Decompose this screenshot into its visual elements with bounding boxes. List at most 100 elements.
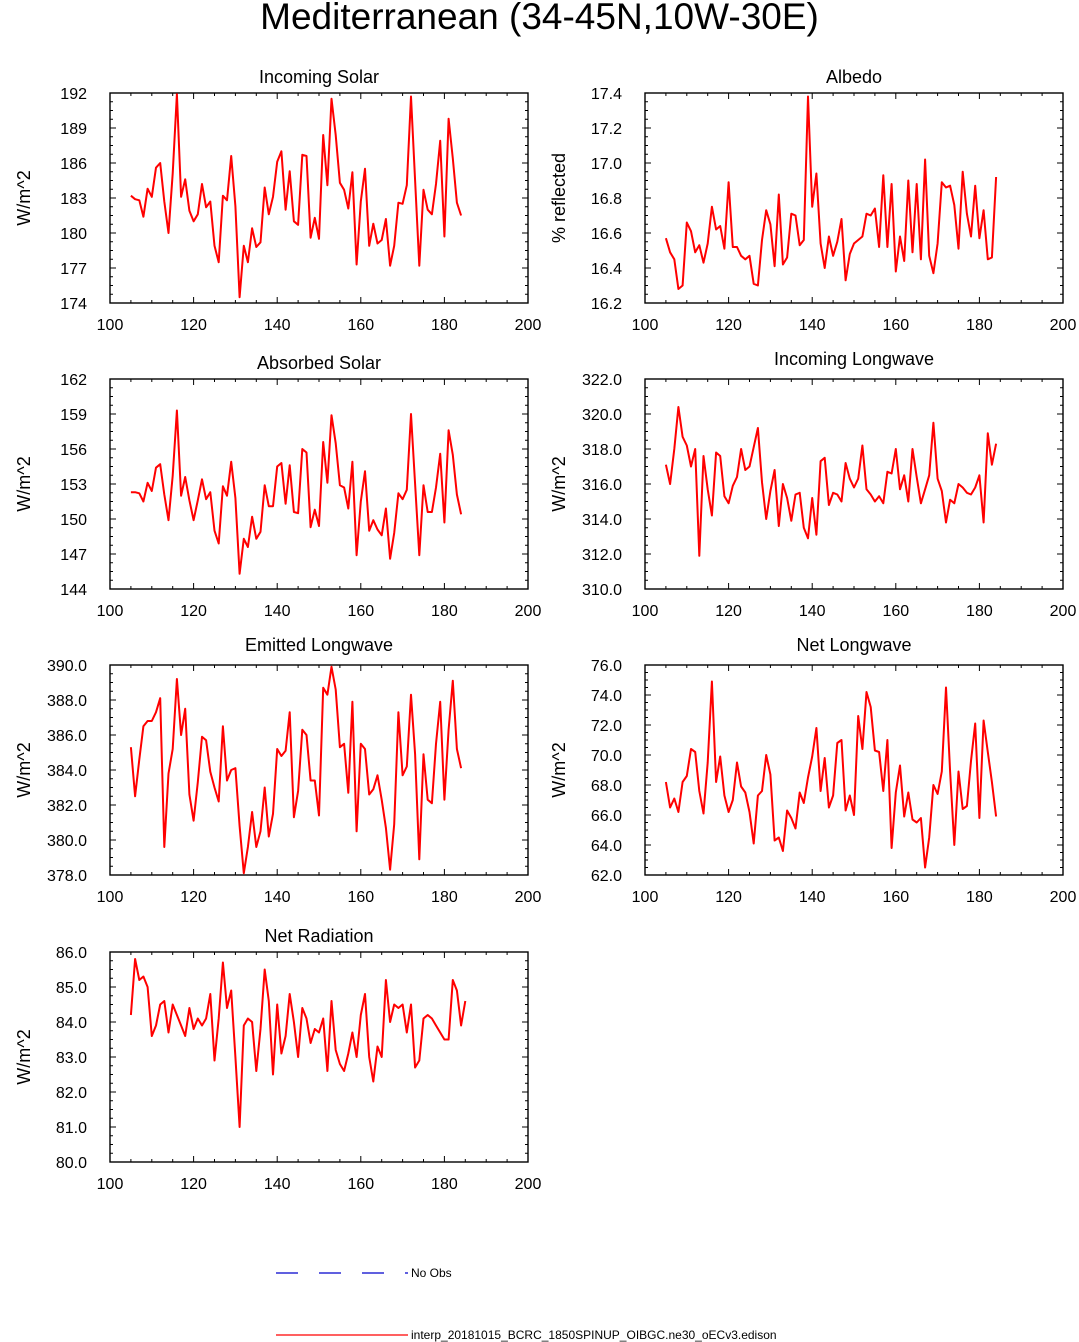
y-tick-label: 153: [60, 477, 87, 494]
x-tick-label: 120: [180, 317, 207, 334]
x-tick-label: 180: [431, 1176, 458, 1193]
y-tick-label: 390.0: [47, 658, 87, 675]
legend-obs-label: No Obs: [411, 1266, 452, 1280]
plot-frame: [644, 92, 1064, 304]
panel-5: 100 120 140 160 180 200 378.0 380.0 382.0 384.0 38…: [14, 635, 541, 906]
panel-2: 100 120 140 160 180 200 16.2 16.4 16.6 16.8 17.0 17…: [549, 67, 1076, 334]
y-axis-label: W/m^2: [14, 170, 34, 225]
y-tick-label: 322.0: [582, 372, 622, 389]
x-tick-label: 180: [431, 603, 458, 620]
y-tick-label: 16.4: [591, 261, 622, 278]
panel-title: Albedo: [826, 67, 882, 87]
plot-frame: [109, 951, 529, 1163]
plot-frame: [109, 92, 529, 304]
x-tick-label: 120: [715, 603, 742, 620]
y-tick-label: 17.2: [591, 121, 622, 138]
x-tick-label: 160: [347, 317, 374, 334]
x-tick-label: 200: [515, 889, 542, 906]
panel-title: Emitted Longwave: [245, 635, 393, 655]
y-tick-label: 384.0: [47, 763, 87, 780]
y-tick-label: 316.0: [582, 477, 622, 494]
y-tick-label: 174: [60, 296, 87, 313]
x-tick-label: 160: [347, 603, 374, 620]
y-tick-label: 380.0: [47, 833, 87, 850]
y-tick-label: 85.0: [56, 980, 87, 997]
y-tick-label: 310.0: [582, 582, 622, 599]
y-tick-label: 186: [60, 156, 87, 173]
y-tick-label: 80.0: [56, 1155, 87, 1172]
y-tick-label: 180: [60, 226, 87, 243]
x-tick-label: 120: [715, 317, 742, 334]
x-tick-label: 140: [264, 317, 291, 334]
x-tick-label: 100: [97, 889, 124, 906]
y-tick-label: 16.8: [591, 191, 622, 208]
y-axis-label: W/m^2: [14, 742, 34, 797]
y-tick-label: 320.0: [582, 407, 622, 424]
x-tick-label: 140: [799, 603, 826, 620]
y-tick-label: 378.0: [47, 868, 87, 885]
y-tick-label: 177: [60, 261, 87, 278]
series-line-1: [664, 95, 998, 290]
x-tick-label: 200: [1050, 603, 1077, 620]
series-line-1: [129, 665, 463, 875]
y-tick-label: 144: [60, 582, 87, 599]
x-tick-label: 200: [1050, 889, 1077, 906]
x-tick-label: 160: [347, 889, 374, 906]
panel-title: Absorbed Solar: [257, 353, 381, 373]
x-tick-label: 160: [882, 889, 909, 906]
x-tick-label: 140: [264, 603, 291, 620]
y-tick-label: 192: [60, 86, 87, 103]
y-tick-label: 318.0: [582, 442, 622, 459]
series-line-1: [664, 406, 998, 557]
x-tick-label: 200: [515, 603, 542, 620]
y-axis-label: % reflected: [549, 153, 569, 243]
plot-frame: [109, 664, 529, 876]
panel-7: 100 120 140 160 180 200 80.0 81.0 82.0 83.0 84.0 85…: [14, 926, 541, 1193]
x-tick-label: 180: [966, 889, 993, 906]
y-axis-label: W/m^2: [549, 742, 569, 797]
y-tick-label: 386.0: [47, 728, 87, 745]
y-tick-label: 64.0: [591, 838, 622, 855]
x-tick-label: 140: [264, 1176, 291, 1193]
panel-3: 100 120 140 160 180 200 144 147 150 153 156 159 162 A…: [14, 353, 541, 620]
series-line-1: [664, 680, 998, 869]
panel-1: 100 120 140 160 180 200 174 177 180 183 186 189 192 I…: [14, 67, 541, 334]
y-tick-label: 16.6: [591, 226, 622, 243]
panel-6: 100 120 140 160 180 200 62.0 64.0 66.0 68.0 70.0 72…: [549, 635, 1076, 906]
legend-model-label: interp_20181015_BCRC_1850SPINUP_OIBGC.ne…: [411, 1328, 777, 1342]
y-tick-label: 159: [60, 407, 87, 424]
y-tick-label: 388.0: [47, 693, 87, 710]
y-tick-label: 68.0: [591, 778, 622, 795]
x-tick-label: 120: [180, 889, 207, 906]
y-tick-label: 147: [60, 547, 87, 564]
x-tick-label: 140: [264, 889, 291, 906]
y-tick-label: 183: [60, 191, 87, 208]
y-tick-label: 74.0: [591, 688, 622, 705]
x-tick-label: 100: [97, 317, 124, 334]
panel-title: Incoming Solar: [259, 67, 379, 87]
y-tick-label: 62.0: [591, 868, 622, 885]
panel-title: Net Longwave: [796, 635, 911, 655]
x-tick-label: 140: [799, 889, 826, 906]
x-tick-label: 100: [632, 317, 659, 334]
y-tick-label: 84.0: [56, 1015, 87, 1032]
legend: No Obs interp_20181015_BCRC_1850SPINUP_O…: [276, 1266, 777, 1342]
y-tick-label: 86.0: [56, 945, 87, 962]
x-tick-label: 180: [966, 317, 993, 334]
y-tick-label: 70.0: [591, 748, 622, 765]
y-tick-label: 156: [60, 442, 87, 459]
x-tick-label: 160: [882, 603, 909, 620]
x-tick-label: 160: [882, 317, 909, 334]
x-tick-label: 200: [515, 1176, 542, 1193]
y-tick-label: 72.0: [591, 718, 622, 735]
y-tick-label: 76.0: [591, 658, 622, 675]
x-tick-label: 180: [966, 603, 993, 620]
x-tick-label: 100: [632, 889, 659, 906]
y-tick-label: 66.0: [591, 808, 622, 825]
y-tick-label: 16.2: [591, 296, 622, 313]
figure-title: Mediterranean (34-45N,10W-30E): [260, 0, 819, 37]
x-tick-label: 100: [97, 1176, 124, 1193]
series-line-1: [129, 958, 467, 1128]
x-tick-label: 180: [431, 889, 458, 906]
